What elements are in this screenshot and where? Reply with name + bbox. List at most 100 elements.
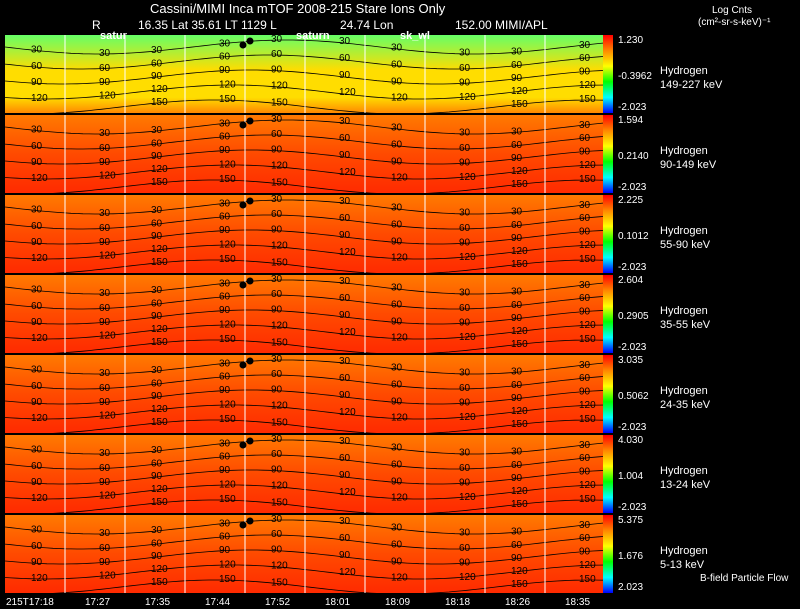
contour-label: 90: [271, 385, 283, 396]
contour-label: 90: [579, 466, 591, 477]
time-tick-label: 18:01: [325, 597, 351, 608]
panel-5: 30 60 90 120 30 60 90 120 30 60 90 120 150 30 60 90 120 1…: [5, 355, 605, 433]
contour-label: 60: [511, 380, 523, 391]
flow-label: B-field Particle Flow: [700, 573, 789, 584]
contour-label: 120: [219, 479, 236, 490]
contour-label: 120: [511, 166, 528, 177]
contour-label: 90: [271, 65, 283, 76]
contour-label: 30: [271, 35, 283, 45]
colorbar: [603, 195, 613, 273]
contour-label: 60: [151, 458, 163, 469]
overlay-label-saturn: saturn: [296, 30, 330, 42]
contour-label: 120: [511, 326, 528, 337]
contour-label: 60: [459, 383, 471, 394]
panel-heatmap: 30 60 90 120 30 60 90 120 30 60 90 120 150 30 60 90 120 1…: [5, 35, 605, 113]
contour-label: 120: [391, 572, 408, 583]
contour-label: 30: [339, 356, 351, 367]
contour-label: 90: [271, 225, 283, 236]
contour-label: 150: [219, 174, 236, 185]
contour-label: 120: [579, 400, 596, 411]
panel-heatmap: 30 60 90 120 30 60 90 120 30 60 90 120 150 30 60 90 120 1…: [5, 515, 605, 593]
overlay-label-sk-wl: sk_wl: [400, 30, 430, 42]
saturn-marker: [239, 41, 247, 49]
contour-label: 120: [99, 411, 116, 422]
contour-label: 30: [31, 524, 43, 535]
contour-label: 60: [31, 61, 43, 72]
colorbar-mid: 0.2905: [618, 311, 649, 322]
contour-label: 30: [99, 48, 111, 59]
saturn-marker: [239, 361, 247, 369]
contour-label: 90: [459, 158, 471, 169]
contour-label: 120: [99, 171, 116, 182]
contour-label: 120: [339, 407, 356, 418]
contour-label: 30: [459, 128, 471, 139]
contour-label: 90: [99, 397, 111, 408]
contour-label: 150: [579, 174, 596, 185]
contour-label: 90: [459, 558, 471, 569]
contour-label: 120: [271, 81, 288, 92]
contour-label: 30: [391, 43, 403, 54]
contour-label: 120: [219, 159, 236, 170]
contour-label: 120: [151, 324, 168, 335]
contour-label: 30: [31, 364, 43, 375]
contour-label: 30: [99, 288, 111, 299]
contour-label: 150: [579, 334, 596, 345]
contour-label: 60: [151, 538, 163, 549]
contour-label: 150: [271, 497, 288, 508]
contour-label: 120: [31, 253, 48, 264]
contour-label: 30: [459, 208, 471, 219]
contour-label: 90: [31, 237, 43, 248]
contour-label: 90: [391, 476, 403, 487]
contour-label: 60: [459, 303, 471, 314]
contour-label: 150: [151, 417, 168, 428]
contour-label: 150: [579, 494, 596, 505]
contour-label: 30: [219, 278, 231, 289]
contour-label: 120: [99, 571, 116, 582]
colorbar-max: 3.035: [618, 355, 644, 366]
contour-label: 60: [511, 140, 523, 151]
contour-label: 150: [579, 94, 596, 105]
colorbar-mid: 0.2140: [618, 151, 649, 162]
energy-label: 149-227 keV: [660, 79, 723, 91]
contour-label: 90: [219, 385, 231, 396]
contour-label: 30: [391, 283, 403, 294]
contour-label: 30: [151, 45, 163, 56]
contour-label: 150: [511, 499, 528, 510]
saturn-marker: [246, 437, 254, 445]
contour-label: 90: [31, 397, 43, 408]
time-tick-label: 18:26: [505, 597, 531, 608]
energy-label: 90-149 keV: [660, 159, 717, 171]
colorbar-max: 4.030: [618, 435, 644, 446]
contour-label: 30: [391, 203, 403, 214]
colorbar-min: -2.023: [618, 182, 647, 193]
contour-label: 30: [391, 363, 403, 374]
contour-label: 150: [271, 417, 288, 428]
contour-label: 120: [391, 252, 408, 263]
contour-label: 30: [31, 44, 43, 55]
time-tick-label: 215T17:18: [6, 597, 54, 608]
contour-label: 30: [31, 124, 43, 135]
time-tick-label: 17:27: [85, 597, 111, 608]
contour-label: 120: [579, 240, 596, 251]
contour-label: 120: [31, 93, 48, 104]
contour-label: 30: [459, 288, 471, 299]
contour-label: 90: [339, 310, 351, 321]
saturn-marker: [246, 117, 254, 125]
contour-label: 30: [151, 205, 163, 216]
contour-label: 90: [151, 231, 163, 242]
panel-4: 30 60 90 120 30 60 90 120 30 60 90 120 150 30 60 90 120 1…: [5, 275, 605, 353]
colorbar-min: -2.023: [618, 102, 647, 113]
contour-label: 150: [219, 334, 236, 345]
contour-label: 30: [391, 443, 403, 454]
contour-label: 30: [511, 206, 523, 217]
contour-label: 90: [31, 77, 43, 88]
contour-label: 60: [511, 300, 523, 311]
contour-label: 30: [151, 125, 163, 136]
contour-label: 60: [459, 543, 471, 554]
contour-label: 60: [271, 129, 283, 140]
apl-readout: 152.00 MIMI/APL: [455, 18, 548, 32]
contour-label: 30: [579, 520, 591, 531]
contour-label: 90: [151, 71, 163, 82]
contour-label: 90: [99, 317, 111, 328]
contour-label: 120: [459, 172, 476, 183]
